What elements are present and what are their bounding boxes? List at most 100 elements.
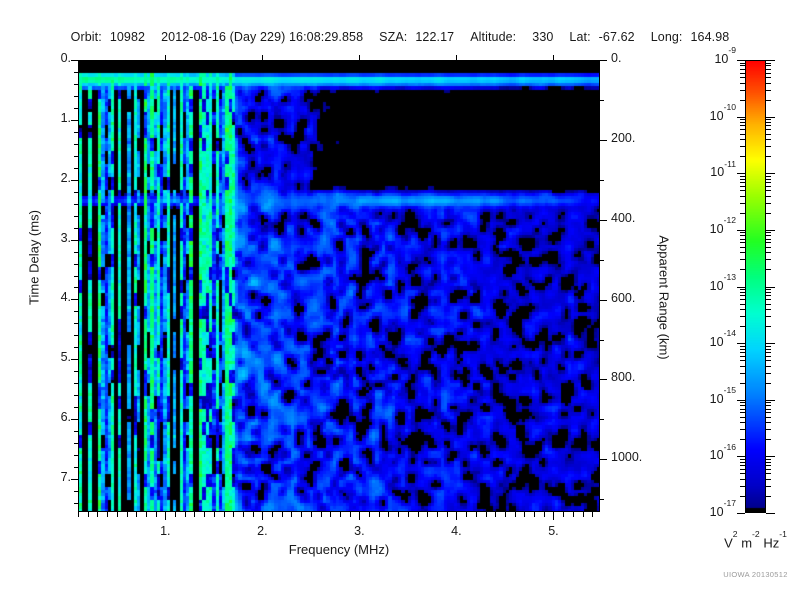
x-tick-major (359, 512, 361, 520)
y2-tick-label: 200. (611, 130, 636, 145)
colorbar-tick-right (766, 343, 775, 345)
y2-tick-minor (600, 179, 604, 181)
colorbar-tick-minor-left (740, 382, 745, 384)
colorbar-exponent: -13 (723, 271, 736, 282)
colorbar-tick-minor-left (740, 246, 745, 248)
colorbar-mantissa: 10 (709, 448, 724, 463)
colorbar-tick-minor-left (740, 146, 745, 148)
colorbar-tick-minor-right (766, 89, 771, 91)
orbit-value: 10982 (109, 30, 146, 44)
colorbar-tick-minor-left (740, 326, 745, 328)
colorbar-tick-minor-right (766, 316, 771, 318)
colorbar-mantissa: 10 (709, 505, 724, 520)
colorbar-tick-minor-left (740, 351, 745, 353)
colorbar-tick-minor-right (766, 68, 771, 70)
colorbar-tick-left (737, 116, 745, 118)
colorbar-tick-right (766, 173, 775, 175)
colorbar-tick-minor-right (766, 412, 771, 414)
lat-label: Lat: (569, 30, 591, 44)
x-tick-minor (223, 512, 225, 517)
colorbar-tick-minor-right (766, 99, 771, 101)
x-tick-minor (155, 512, 157, 517)
y-tick-minor (74, 491, 78, 493)
y-tick-major (71, 299, 78, 301)
colorbar-tick-minor-left (740, 355, 745, 357)
colorbar-tick-minor-right (766, 382, 771, 384)
y-tick-major (71, 239, 78, 241)
x-tick-minor (543, 512, 545, 517)
colorbar-tick-minor-right (766, 133, 771, 135)
y-tick-minor (74, 71, 78, 73)
y2-tick-minor (600, 99, 604, 101)
colorbar-tick-minor-right (766, 478, 771, 480)
colorbar-tick-minor-right (766, 468, 771, 470)
x-tick-minor (446, 512, 448, 517)
colorbar-tick-minor-right (766, 461, 771, 463)
y-tick-minor (74, 335, 78, 337)
colorbar-tick-minor-right (766, 372, 771, 374)
colorbar-tick-minor-right (766, 405, 771, 407)
colorbar-tick-minor-left (740, 405, 745, 407)
date-time: 2012-08-16 (Day 229) 16:08:29.858 (161, 30, 364, 44)
y-tick-major (71, 359, 78, 361)
y2-tick-minor (600, 259, 604, 261)
x-tick-minor (204, 512, 206, 517)
x-tick-minor (534, 512, 536, 517)
colorbar-mantissa: 10 (709, 335, 724, 350)
x-tick-label: 5. (548, 524, 559, 538)
colorbar-tick-minor-right (766, 185, 771, 187)
colorbar-tick-minor-right (766, 252, 771, 254)
colorbar-tick-minor-right (766, 72, 771, 74)
colorbar-tick-minor-left (740, 178, 745, 180)
colorbar-tick-minor-right (766, 439, 771, 441)
x-tick-minor (524, 512, 526, 517)
colorbar-tick-minor-right (766, 495, 771, 497)
x-tick-minor (242, 512, 244, 517)
colorbar-tick-minor-left (740, 360, 745, 362)
colorbar-tick-minor-right (766, 82, 771, 84)
colorbar-exponent: -15 (723, 385, 736, 396)
colorbar-tick-minor-left (740, 458, 745, 460)
colorbar-tick-minor-left (740, 242, 745, 244)
colorbar-tick-minor-left (740, 133, 745, 135)
colorbar-tick-minor-right (766, 119, 771, 121)
y-tick-minor (74, 443, 78, 445)
colorbar-tick-label: 10-17 (687, 498, 736, 520)
x-tick-minor (466, 512, 468, 517)
colorbar-exponent: -14 (723, 328, 736, 339)
colorbar-gradient (745, 60, 766, 513)
x-tick-minor (194, 512, 196, 517)
colorbar-tick-minor-left (740, 345, 745, 347)
colorbar-exponent: -10 (723, 101, 736, 112)
colorbar-tick-minor-left (740, 429, 745, 431)
x-tick-major-top (553, 55, 555, 60)
colorbar-tick-right (766, 229, 775, 231)
y-tick-label: 6. (60, 410, 71, 425)
y2-tick-minor (600, 339, 604, 341)
y-tick-minor (74, 251, 78, 253)
colorbar-tick-minor-right (766, 202, 771, 204)
colorbar-tick-right (766, 399, 775, 401)
colorbar-tick-minor-right (766, 289, 771, 291)
x-tick-minor (339, 512, 341, 517)
colorbar-mantissa: 10 (709, 391, 724, 406)
x-tick-minor (310, 512, 312, 517)
y-tick-minor (74, 371, 78, 373)
colorbar-tick-minor-left (740, 478, 745, 480)
colorbar-tick-minor-right (766, 465, 771, 467)
colorbar-tick-minor-right (766, 182, 771, 184)
colorbar-tick-left (737, 60, 745, 61)
x-tick-major-top (359, 55, 361, 60)
colorbar-tick-minor-left (740, 402, 745, 404)
y2-tick-label: 1000. (611, 450, 643, 465)
colorbar-tick-minor-right (766, 212, 771, 214)
orbit-label: Orbit: (70, 30, 102, 44)
y-tick-label: 2. (60, 170, 71, 185)
y-tick-minor (74, 155, 78, 157)
x-tick-minor (582, 512, 584, 517)
sza-label: SZA: (379, 30, 408, 44)
x-tick-minor (116, 512, 118, 517)
colorbar-tick-minor-right (766, 309, 771, 311)
colorbar-tick-minor-left (740, 422, 745, 424)
